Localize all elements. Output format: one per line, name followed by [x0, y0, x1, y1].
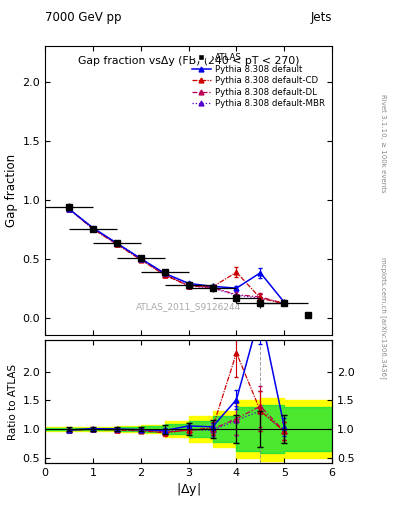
Text: Gap fraction vsΔy (FB) (240 < pT < 270): Gap fraction vsΔy (FB) (240 < pT < 270)	[78, 56, 299, 66]
Text: ATLAS_2011_S9126244: ATLAS_2011_S9126244	[136, 302, 241, 311]
Legend: ATLAS, Pythia 8.308 default, Pythia 8.308 default-CD, Pythia 8.308 default-DL, P: ATLAS, Pythia 8.308 default, Pythia 8.30…	[189, 50, 328, 111]
Y-axis label: Gap fraction: Gap fraction	[6, 154, 18, 227]
Y-axis label: Ratio to ATLAS: Ratio to ATLAS	[8, 364, 18, 440]
Text: Rivet 3.1.10, ≥ 100k events: Rivet 3.1.10, ≥ 100k events	[380, 94, 386, 193]
Text: mcplots.cern.ch [arXiv:1306.3436]: mcplots.cern.ch [arXiv:1306.3436]	[380, 257, 387, 378]
Text: Jets: Jets	[310, 11, 332, 24]
X-axis label: |$\Delta$y|: |$\Delta$y|	[176, 481, 201, 498]
Text: 7000 GeV pp: 7000 GeV pp	[45, 11, 122, 24]
